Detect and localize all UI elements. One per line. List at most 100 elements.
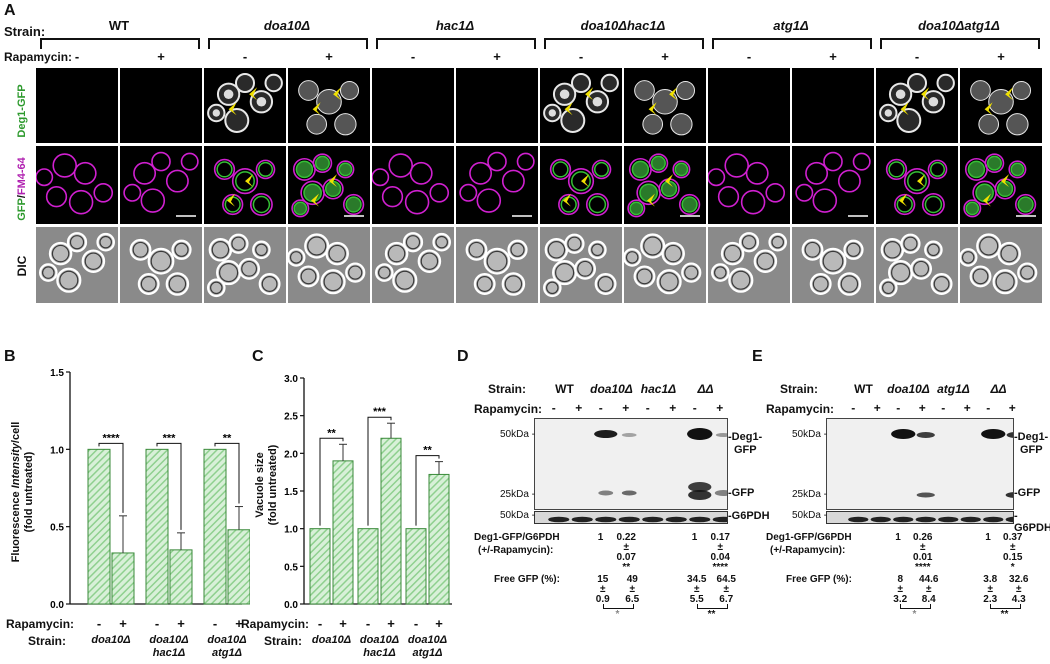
western-blot [534, 418, 728, 510]
bar [380, 437, 402, 605]
ratio-value: **** [914, 562, 931, 573]
free-gfp-value: ± [694, 584, 700, 595]
strain-group-line: atg1Δ [412, 647, 443, 659]
strain-bracket [40, 38, 200, 49]
protein-band [916, 492, 935, 498]
micrograph-merge [624, 146, 706, 224]
free-gfp-value: 5.5 [689, 594, 704, 605]
rapamycin-minus: - [154, 616, 160, 631]
free-gfp-value: 64.5 [716, 574, 736, 585]
strain-group-line: hac1Δ [152, 647, 186, 659]
bar [87, 448, 111, 605]
rapamycin-minus: - [74, 49, 80, 64]
free-gfp-value: ± [926, 584, 932, 595]
free-gfp-value: 3.8 [983, 574, 998, 585]
bar [111, 552, 135, 605]
ratio-value: 0.04 [710, 552, 730, 563]
g6pdh-band [960, 516, 981, 523]
panel-b-chart: 0.00.51.01.5**** *** ** [50, 368, 250, 611]
band-label-gfp-cont: GFP [734, 444, 757, 456]
micrograph-gfp [876, 68, 958, 143]
micrograph-merge [372, 146, 454, 224]
rapamycin-plus: + [119, 616, 127, 631]
strain-bracket [376, 38, 536, 49]
micrograph-cells [624, 227, 706, 303]
micrograph-cells [627, 153, 701, 218]
free-gfp-value: 0.9 [595, 594, 610, 605]
rapamycin-minus: - [896, 401, 901, 415]
free-gfp-bracket [602, 604, 635, 609]
micrograph-cells [207, 72, 283, 133]
ratio-label: Deg1-GFP/G6PDH [766, 532, 852, 543]
micrograph-dic [876, 227, 958, 303]
marker-25kda: 25kDa - [500, 489, 536, 500]
micrograph-cells [120, 227, 202, 303]
micrograph-cells [372, 68, 454, 143]
micrograph-cells [963, 153, 1037, 218]
micrograph-cells [36, 153, 114, 215]
g6pdh-band [1005, 516, 1026, 523]
western-blot [826, 418, 1014, 510]
micrograph-dic [372, 227, 454, 303]
rapamycin-plus: + [339, 616, 347, 631]
y-tick-label: 0.0 [50, 600, 64, 611]
strain-name-a: WT [108, 18, 130, 33]
blot-strain-name: hac1Δ [640, 382, 677, 396]
rapamycin-plus: + [235, 616, 243, 631]
blot-strain-name: doa10Δ [887, 382, 930, 396]
y-tick-label: 0.5 [50, 523, 64, 534]
ratio-value: 0.37 [1003, 532, 1023, 543]
rapamycin-plus: + [177, 616, 185, 631]
rapamycin-plus: + [325, 49, 333, 64]
micrograph-gfp [456, 68, 538, 143]
row-label-gfp: Deg1-GFP [16, 84, 28, 138]
bar [203, 448, 227, 605]
ratio-value: ** [622, 562, 631, 573]
micrograph-cells [288, 227, 370, 303]
g6pdh-blot [826, 511, 1026, 524]
strain-group-label: doa10Δ atg1Δ [195, 634, 259, 660]
free-gfp-label: Free GFP (%): [786, 574, 852, 585]
band-label-deg1: -Deg1- [728, 431, 763, 443]
protein-band [981, 429, 1006, 439]
protein-band [594, 430, 618, 438]
rapamycin-minus: - [96, 616, 102, 631]
ratio-value: 0.22 [616, 532, 636, 543]
strain-group-label: doa10Δ hac1Δ [348, 634, 412, 660]
strain-bracket [712, 38, 872, 49]
protein-band [621, 433, 637, 437]
ratio-label-2: (+/-Rapamycin): [478, 545, 554, 556]
free-gfp-value: ± [897, 584, 904, 595]
rapamycin-plus: + [669, 401, 677, 415]
band-label-gfp-cont: GFP [1020, 444, 1043, 456]
significance-bracket [415, 455, 440, 526]
significance-label: *** [373, 406, 387, 418]
ratio-value: 1 [691, 532, 698, 543]
panel-a-rapamycin-label: Rapamycin: [4, 50, 73, 64]
free-gfp-value: ± [723, 584, 730, 595]
micrograph-gfp [372, 68, 454, 143]
significance-label: *** [163, 432, 177, 444]
ratio-value: ± [623, 542, 630, 553]
micrograph-cells [970, 80, 1032, 136]
row-label-merge: GFP/FM4-64 [16, 157, 28, 221]
micrograph-dic [120, 227, 202, 303]
significance-bracket [98, 442, 124, 513]
panel-e-letter: E [752, 348, 763, 365]
g6pdh-band [548, 516, 570, 523]
protein-band [1006, 432, 1013, 438]
y-tick-label: 1.0 [284, 525, 298, 536]
rapamycin-plus: + [918, 401, 926, 415]
strain-name-a: hac1Δ [435, 18, 475, 33]
protein-band [621, 490, 637, 496]
rapamycin-plus: + [963, 401, 971, 415]
g6pdh-band [642, 516, 664, 523]
bar [405, 528, 427, 605]
rapamycin-minus: - [365, 616, 371, 631]
free-gfp-value: 6.5 [625, 594, 640, 605]
g6pdh-band [870, 516, 891, 523]
blot-strain-name: ΔΔ [697, 382, 714, 396]
protein-band [598, 490, 614, 496]
free-gfp-bracket [990, 604, 1021, 609]
micrograph-cells [372, 153, 450, 215]
